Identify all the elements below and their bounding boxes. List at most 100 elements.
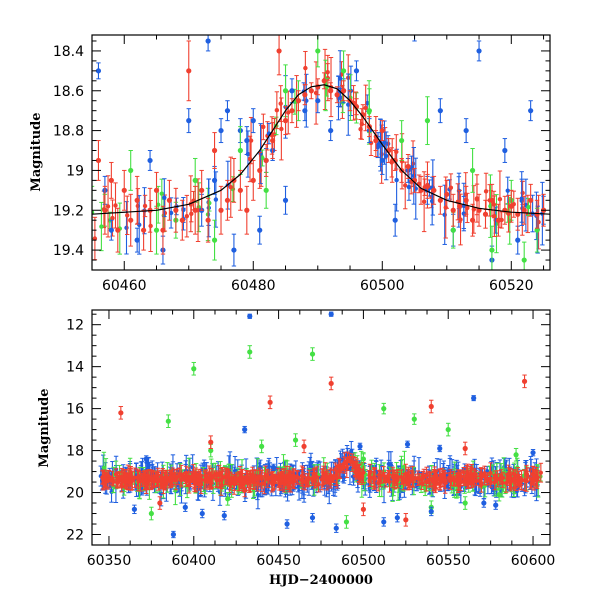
- x-tick-label: 60500: [341, 553, 386, 569]
- blue-data-point: [437, 98, 443, 124]
- zoomed-filler-point: [422, 178, 427, 196]
- blue-data-point: [392, 203, 398, 237]
- red-data-point: [379, 120, 385, 142]
- blue-data-point: [528, 100, 534, 122]
- red-data-point: [141, 209, 147, 251]
- red-data-point: [121, 169, 127, 211]
- zoomed-filler-point: [492, 195, 497, 237]
- zoomed-filler-point: [336, 75, 341, 121]
- green-data-point: [489, 225, 495, 270]
- red-data-point: [489, 183, 495, 217]
- red-baseline-point: [306, 469, 312, 487]
- red-baseline-point: [406, 475, 411, 486]
- red-baseline-point: [470, 475, 475, 486]
- green-data-point: [211, 219, 218, 261]
- blue-outlier-point: [242, 425, 248, 434]
- red-baseline-point: [186, 472, 192, 486]
- zoomed-filler-point: [483, 172, 489, 210]
- full-x-axis-label: HJD−2400000: [269, 573, 373, 588]
- red-data-point: [373, 130, 379, 152]
- blue-outlier-point: [328, 311, 334, 317]
- full-axis-ticks: 60350 60400 60450 60500 60550 60600 12 14 16 18 20…: [66, 310, 555, 569]
- red-data-point: [528, 183, 534, 217]
- red-data-point: [102, 185, 108, 235]
- red-data-point: [95, 140, 102, 181]
- zoomed-filler-point: [184, 194, 190, 238]
- red-data-point: [340, 80, 347, 102]
- red-data-point: [115, 207, 121, 253]
- red-data-point: [224, 179, 231, 221]
- red-baseline-point: [466, 471, 472, 489]
- red-data-point: [134, 175, 140, 225]
- green-outlier-point: [191, 361, 197, 376]
- green-outlier-point: [462, 496, 468, 510]
- red-baseline-point: [435, 474, 440, 486]
- green-outlier-point: [247, 345, 253, 359]
- blue-data-point: [250, 108, 256, 134]
- blue-outlier-point: [404, 440, 411, 448]
- red-outlier-point: [360, 502, 367, 517]
- red-data-point: [321, 72, 327, 90]
- red-baseline-point: [178, 472, 184, 488]
- x-tick-label: 60550: [426, 553, 471, 569]
- blue-outlier-point: [381, 517, 387, 527]
- red-baseline-point: [147, 469, 153, 486]
- red-data-point: [334, 86, 340, 104]
- blue-outlier-point: [182, 502, 188, 512]
- green-outlier-point: [445, 422, 451, 437]
- red-baseline-point: [419, 473, 424, 486]
- x-tick-label: 60600: [511, 553, 556, 569]
- zoomed-panel-frame: [91, 34, 551, 271]
- zoomed-filler-point: [421, 171, 427, 233]
- red-baseline-point: [214, 472, 219, 488]
- full-data-points: [98, 311, 544, 539]
- red-data-point: [302, 84, 308, 106]
- red-baseline-point: [291, 468, 297, 490]
- red-data-point: [173, 187, 179, 233]
- zoomed-y-axis-label: Magnitude: [29, 112, 44, 191]
- x-tick-label: 60350: [87, 553, 132, 569]
- red-baseline-point: [103, 471, 108, 488]
- red-baseline-point: [153, 471, 158, 482]
- x-tick-label: 60400: [172, 553, 217, 569]
- blue-outlier-point: [170, 530, 177, 539]
- zoomed-filler-point: [461, 182, 467, 230]
- red-baseline-point: [473, 470, 478, 479]
- zoomed-filler-point: [124, 201, 129, 255]
- red-baseline-point: [448, 469, 453, 490]
- microlensing-model-curve: [92, 84, 550, 215]
- green-data-point: [128, 150, 134, 191]
- red-data-point: [431, 175, 437, 205]
- red-baseline-point: [266, 473, 271, 485]
- zoomed-filler-point: [497, 170, 503, 228]
- red-baseline-point: [344, 456, 350, 479]
- blue-data-point: [463, 118, 469, 144]
- red-baseline-point: [136, 469, 141, 483]
- red-outlier-point: [428, 399, 434, 414]
- x-tick-label: 60500: [360, 278, 405, 294]
- red-baseline-point: [356, 468, 362, 478]
- red-baseline-point: [155, 471, 161, 486]
- red-baseline-point: [123, 472, 128, 488]
- red-outlier-point: [157, 496, 163, 510]
- zoomed-filler-point: [261, 113, 266, 141]
- blue-outlier-point: [357, 442, 363, 451]
- zoomed-filler-point: [188, 175, 194, 233]
- red-baseline-point: [446, 473, 452, 483]
- red-data-point: [166, 179, 173, 221]
- red-outlier-point: [242, 483, 248, 498]
- red-data-point: [308, 82, 314, 100]
- red-baseline-point: [298, 476, 304, 484]
- blue-outlier-point: [284, 519, 290, 529]
- red-data-point: [179, 199, 185, 241]
- y-tick-label: 18.8: [53, 124, 84, 140]
- red-outlier-point: [301, 439, 307, 454]
- red-baseline-point: [386, 470, 392, 479]
- red-baseline-point: [372, 471, 377, 488]
- y-tick-label: 22: [66, 528, 84, 544]
- green-data-point: [521, 241, 527, 270]
- blue-outlier-point: [199, 508, 205, 519]
- red-baseline-point: [454, 475, 460, 487]
- red-baseline-point: [259, 470, 264, 486]
